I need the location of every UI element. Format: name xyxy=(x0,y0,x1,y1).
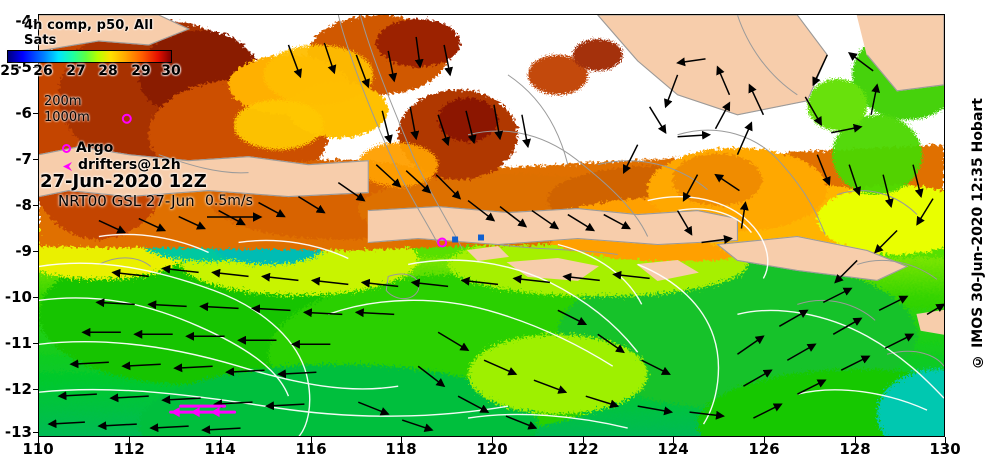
vector-scale-label: 0.5m/s xyxy=(205,193,253,209)
y-tick xyxy=(33,113,39,114)
x-tick xyxy=(38,437,39,443)
x-tick xyxy=(855,437,856,443)
colorbar-legend: 4h comp, p50, All Sats 25 26 27 28 29 30 xyxy=(0,18,184,81)
y-tick xyxy=(33,67,39,68)
bathymetry-depth-key: 200m 1000m xyxy=(44,94,90,126)
y-tick xyxy=(33,432,39,433)
drifter-arrowheads xyxy=(170,407,220,418)
x-tick-label: 122 xyxy=(567,440,599,458)
x-tick xyxy=(583,437,584,443)
y-tick-label: -7 xyxy=(15,150,32,168)
depth-label-200m: 200m xyxy=(44,94,82,109)
argo-float-markers xyxy=(121,113,448,248)
vector-scale-arrow-icon xyxy=(207,212,263,222)
legend-row-argo: Argo xyxy=(62,140,181,157)
vector-scale-key: 0.5m/s xyxy=(205,193,275,228)
x-tick-label: 130 xyxy=(929,440,961,458)
y-tick-label: -4 xyxy=(15,12,32,30)
platform-legend: Argo drifters@12h xyxy=(62,140,181,174)
map-plot-area[interactable] xyxy=(38,14,945,437)
y-tick xyxy=(33,343,39,344)
credit-block: © IMOS 30-Jun-2020 12:35 Hobart xyxy=(967,0,989,466)
sst-field-svg xyxy=(39,15,944,436)
colorbar-tick-label: 26 xyxy=(33,63,53,79)
drifter-arrow-icon xyxy=(62,160,73,171)
product-substamp: NRT00 GSL 27-Jun xyxy=(58,192,195,210)
colorbar-tick-label: 29 xyxy=(131,63,151,79)
current-vector-field xyxy=(47,36,944,435)
legend-row-drifters: drifters@12h xyxy=(62,157,181,174)
x-tick xyxy=(220,437,221,443)
credit-text: © IMOS 30-Jun-2020 12:35 Hobart xyxy=(970,97,986,369)
x-tick-label: 114 xyxy=(204,440,236,458)
bathymetry-contours xyxy=(98,15,944,367)
y-tick-label: -6 xyxy=(15,104,32,122)
y-tick xyxy=(33,297,39,298)
analysis-datestamp: 27-Jun-2020 12Z xyxy=(40,171,207,192)
y-tick-label: -11 xyxy=(4,334,32,352)
colorbar-tick-label: 27 xyxy=(66,63,86,79)
y-tick-label: -10 xyxy=(4,288,32,306)
colorbar-tick-label: 28 xyxy=(98,63,118,79)
y-tick xyxy=(33,205,39,206)
drifter-track xyxy=(169,404,237,414)
x-tick xyxy=(764,437,765,443)
y-tick-label: -9 xyxy=(15,242,32,260)
x-tick-label: 124 xyxy=(657,440,689,458)
colorbar-gradient xyxy=(7,50,172,63)
y-tick xyxy=(33,251,39,252)
x-tick-label: 126 xyxy=(748,440,780,458)
y-tick xyxy=(33,389,39,390)
insitu-station-markers xyxy=(452,234,485,243)
x-tick xyxy=(129,437,130,443)
y-tick-label: -13 xyxy=(4,423,32,441)
x-tick-label: 118 xyxy=(385,440,417,458)
y-tick xyxy=(33,159,39,160)
x-tick xyxy=(492,437,493,443)
drifter-legend-label: drifters@12h xyxy=(78,157,181,173)
colorbar-tick-label: 30 xyxy=(161,63,181,79)
y-tick-label: -8 xyxy=(15,196,32,214)
x-tick-label: 128 xyxy=(839,440,871,458)
argo-legend-label: Argo xyxy=(76,140,114,156)
x-tick xyxy=(311,437,312,443)
sst-field-container xyxy=(39,15,944,436)
y-tick-label: -12 xyxy=(4,380,32,398)
x-tick-label: 112 xyxy=(113,440,145,458)
y-tick xyxy=(33,21,39,22)
colorbar-tick-label: 25 xyxy=(0,63,20,79)
argo-float-icon xyxy=(62,144,71,153)
x-tick-label: 110 xyxy=(22,440,54,458)
land-mask xyxy=(39,15,944,335)
colorbar-title: 4h comp, p50, All Sats xyxy=(24,18,154,48)
depth-label-1000m: 1000m xyxy=(44,110,90,125)
colorbar-tick-labels: 25 26 27 28 29 30 xyxy=(0,63,180,81)
x-tick-label: 120 xyxy=(476,440,508,458)
x-tick xyxy=(673,437,674,443)
x-tick xyxy=(945,437,946,443)
x-tick-label: 116 xyxy=(295,440,327,458)
x-tick xyxy=(401,437,402,443)
